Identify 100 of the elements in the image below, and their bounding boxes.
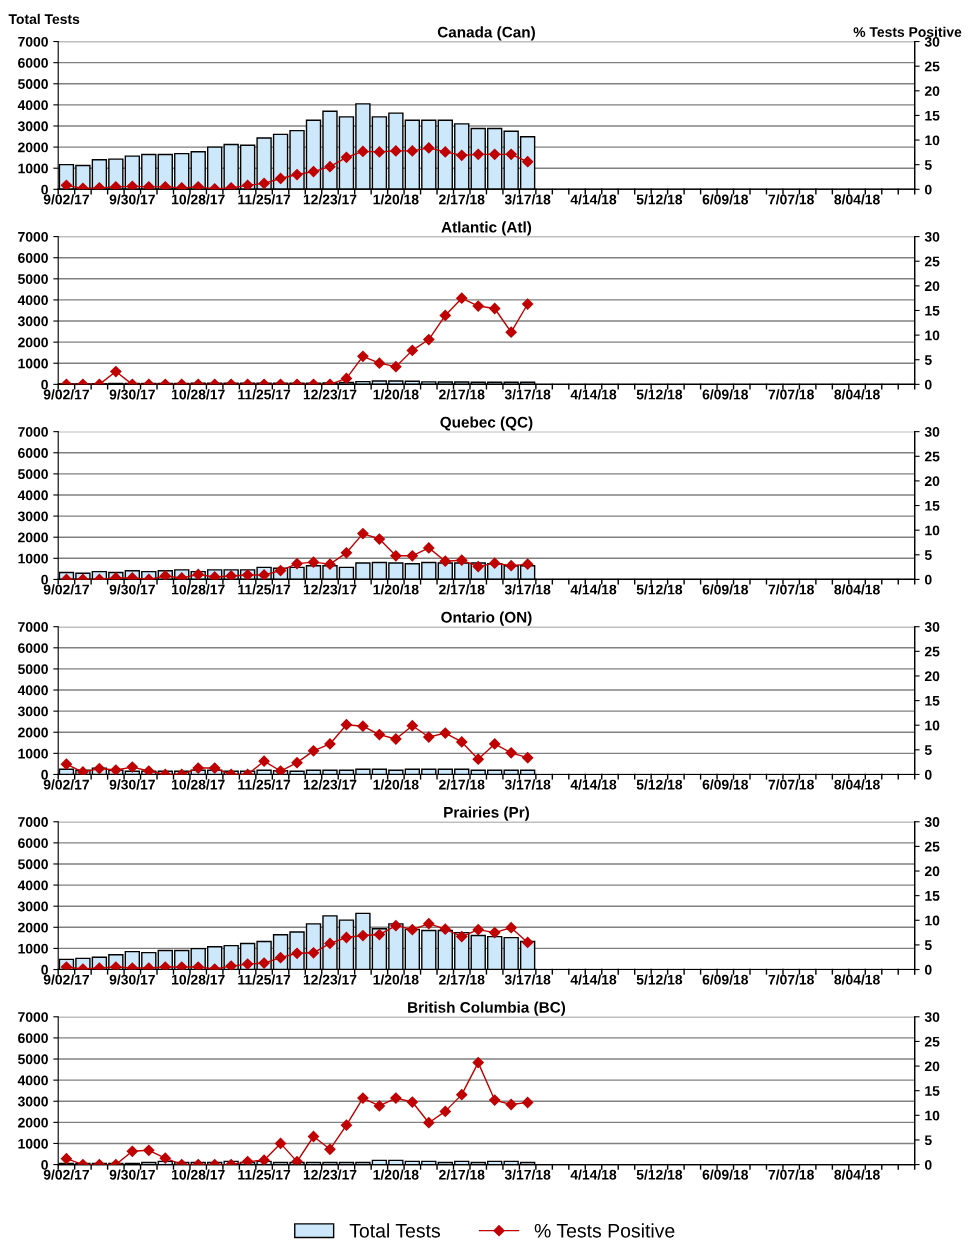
x-tick-label: 10/28/17 [172,974,225,985]
x-tick-label: 7/07/18 [768,974,814,985]
y-tick-label: 6000 [18,838,48,849]
y2-tick-label: 30 [924,622,940,632]
chart-title: Ontario (ON) [441,611,532,626]
x-tick-label: 6/09/18 [702,1169,749,1180]
y2-tick-label: 30 [924,231,940,242]
x-tick-label: 6/09/18 [702,779,749,790]
y2-tick-label: 25 [924,451,940,462]
y-tick-label: 2000 [18,922,48,933]
y2-tick-label: 10 [925,135,940,146]
x-tick-label: 7/07/18 [768,584,814,595]
y2-tick-label: 30 [924,426,940,437]
y-tick-label: 3000 [17,706,48,717]
y-tick-label: 6000 [18,643,48,653]
y-tick-label: 2000 [18,337,48,348]
y2-tick-label: 5 [924,1135,932,1146]
y-tick-label: 4000 [17,1075,48,1086]
x-tick-label: 8/04/18 [834,1169,880,1180]
x-tick-label: 9/02/17 [43,974,89,985]
x-tick-label: 9/02/17 [43,194,89,205]
x-tick-label: 4/14/18 [570,194,617,205]
x-tick-label: 9/30/17 [109,389,155,400]
x-tick-label: 4/14/18 [570,974,617,985]
x-tick-label: 4/14/18 [570,584,617,595]
y2-tick-label: 20 [924,1061,940,1072]
y-tick-label: 1000 [18,358,48,369]
y2-tick-label: 30 [924,817,940,827]
y2-tick-label: 25 [924,61,940,72]
x-tick-label: 9/02/17 [43,584,89,595]
x-tick-label: 1/20/18 [373,974,419,985]
y2-tick-label: 20 [924,476,940,487]
y-tick-label: 0 [41,379,48,390]
y2-tick-label: 5 [924,355,932,365]
y-tick-label: 1000 [18,1138,48,1149]
x-tick-label: 12/23/17 [303,974,357,985]
y2-tick-label: 15 [925,1086,940,1096]
x-tick-label: 11/25/17 [238,194,291,205]
y-tick-label: 4000 [17,490,48,501]
x-tick-label: 12/23/17 [303,194,357,205]
y-tick-label: 6000 [18,1033,48,1044]
x-tick-label: 2/17/18 [439,1169,485,1180]
y2-tick-label: 0 [924,574,932,585]
y2-tick-label: 10 [925,915,940,926]
y-tick-label: 6000 [18,57,48,68]
x-tick-label: 3/17/18 [504,1169,551,1180]
x-tick-label: 9/30/17 [109,584,155,595]
x-tick-label: 10/28/17 [172,389,225,400]
y-tick-label: 6000 [18,253,48,263]
y2-tick-label: 5 [924,745,932,756]
x-tick-label: 5/12/18 [636,1169,683,1180]
x-tick-label: 3/17/18 [504,974,551,985]
y-tick-label: 5000 [18,79,48,89]
y-tick-label: 4000 [17,295,48,306]
y-tick-label: 4000 [17,100,48,111]
x-tick-label: 6/09/18 [702,389,749,400]
x-tick-label: 5/12/18 [636,389,683,400]
x-tick-label: 11/25/17 [238,584,291,595]
y2-tick-label: 25 [924,646,940,657]
y2-tick-label: 5 [924,940,932,951]
x-tick-label: 9/02/17 [43,779,89,790]
y-tick-label: 0 [41,1159,48,1170]
x-tick-label: 8/04/18 [834,584,880,595]
x-tick-label: 10/28/17 [172,584,225,595]
x-tick-label: 9/30/17 [109,974,155,985]
x-tick-label: 2/17/18 [439,194,485,205]
x-tick-label: 12/23/17 [303,779,357,790]
x-tick-label: 1/20/18 [373,389,419,400]
y2-tick-label: 20 [924,671,940,682]
x-tick-label: 1/20/18 [373,779,419,790]
y-tick-label: 2000 [18,532,48,543]
y-axis-title: Total Tests [8,13,80,25]
x-tick-label: 1/20/18 [373,584,419,595]
y2-tick-label: 10 [925,525,940,536]
y2-tick-label: 15 [925,891,940,901]
chart-title: Atlantic (Atl) [441,221,532,236]
x-tick-label: 8/04/18 [834,779,880,790]
x-tick-label: 7/07/18 [768,389,814,400]
x-tick-label: 1/20/18 [373,1169,419,1180]
y2-tick-label: 25 [924,256,940,267]
y2-tick-label: 10 [925,1110,940,1121]
x-tick-label: 7/07/18 [768,1169,814,1180]
x-tick-label: 6/09/18 [702,974,749,985]
x-tick-label: 7/07/18 [768,779,814,790]
legend-label: % Tests Positive [534,1223,675,1238]
x-tick-label: 11/25/17 [238,974,291,985]
y-tick-label: 3000 [17,511,48,522]
x-tick-label: 3/17/18 [504,194,551,205]
y-tick-label: 1000 [18,943,48,954]
x-tick-label: 2/17/18 [439,584,485,595]
x-tick-label: 3/17/18 [504,584,551,595]
y-tick-label: 2000 [18,1117,48,1128]
x-tick-label: 10/28/17 [172,194,225,205]
y2-tick-label: 10 [925,330,940,341]
legend-label: Total Tests [349,1223,440,1238]
chart-title: Quebec (QC) [440,416,533,431]
x-tick-label: 9/30/17 [109,1169,155,1180]
x-tick-label: 7/07/18 [768,194,814,205]
chart-title: Canada (Can) [437,26,535,41]
y-tick-label: 3000 [17,121,48,132]
